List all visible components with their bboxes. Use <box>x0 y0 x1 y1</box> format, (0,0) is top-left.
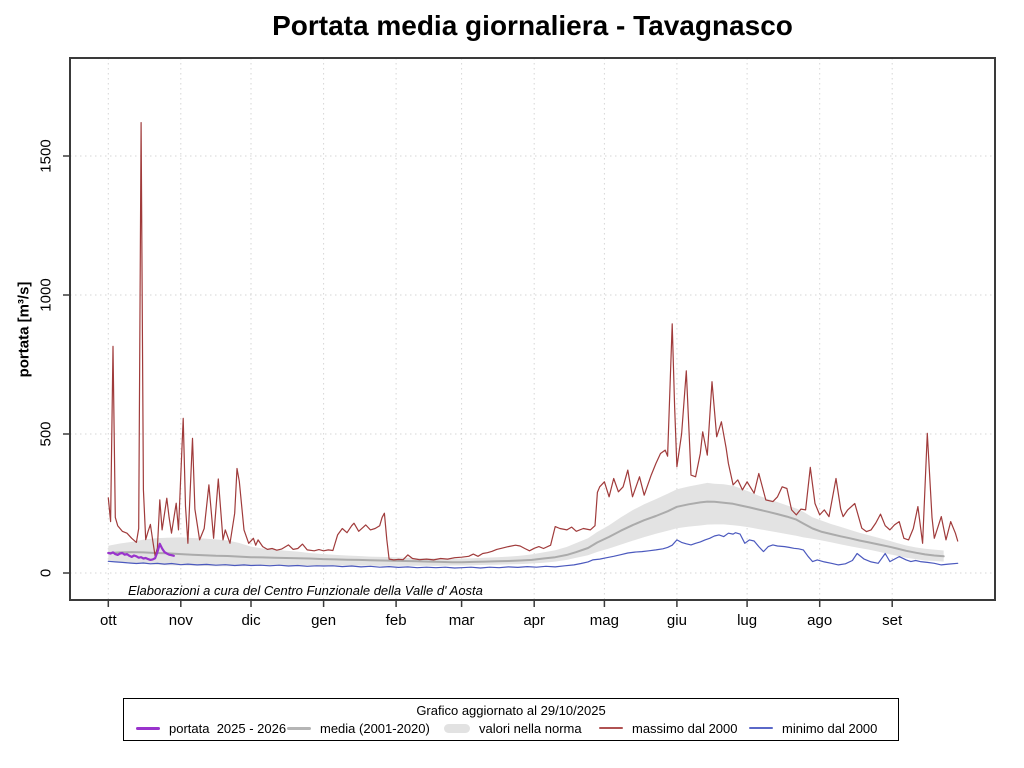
legend-label: valori nella norma <box>479 720 582 736</box>
legend-title: Grafico aggiornato al 29/10/2025 <box>416 703 606 718</box>
legend-swatch-line <box>749 727 773 729</box>
x-tick-label: giu <box>666 612 687 629</box>
legend-swatch-band <box>444 723 470 733</box>
legend-label: media (2001-2020) <box>320 720 430 736</box>
legend-entry: massimo dal 2000 <box>599 720 738 736</box>
legend-label: minimo dal 2000 <box>782 720 878 736</box>
legend-entry: minimo dal 2000 <box>749 720 877 736</box>
x-tick-label: set <box>882 612 903 629</box>
legend-label: massimo dal 2000 <box>632 720 738 736</box>
normal-range-band <box>108 482 944 567</box>
legend-swatch-line <box>287 726 311 730</box>
y-tick-label: 1500 <box>37 139 55 173</box>
current-year-line <box>107 542 175 561</box>
x-tick-label: feb <box>385 612 407 629</box>
legend-entry: valori nella norma <box>444 720 582 736</box>
chart-title: Portata media giornaliera - Tavagnasco <box>272 10 793 41</box>
x-tick-label: lug <box>737 612 758 629</box>
legend-swatch-line <box>599 727 623 729</box>
x-tick-label: nov <box>168 612 193 629</box>
mean-line <box>107 500 945 564</box>
legend-box: Grafico aggiornato al 29/10/2025 portata… <box>123 698 899 741</box>
x-tick-label: dic <box>241 612 261 629</box>
annotation-credit: Elaborazioni a cura del Centro Funzional… <box>128 583 483 598</box>
plot-frame <box>69 57 996 601</box>
legend-swatch-line <box>136 726 160 730</box>
legend-entry: portata 2025 - 2026 <box>136 720 286 736</box>
y-tick-label: 500 <box>37 421 55 447</box>
y-tick-label: 0 <box>37 568 55 578</box>
max-line <box>107 122 959 561</box>
x-tick-label: ott <box>99 612 117 629</box>
x-tick-label: mar <box>448 612 475 629</box>
x-tick-label: apr <box>523 612 546 629</box>
legend-label: portata 2025 - 2026 <box>169 720 287 736</box>
x-tick-label: ago <box>807 612 833 629</box>
x-tick-label: gen <box>311 612 337 629</box>
x-tick-label: mag <box>589 612 619 629</box>
y-tick-label: 1000 <box>37 278 55 312</box>
min-line <box>107 532 959 569</box>
legend-entry: media (2001-2020) <box>287 720 430 736</box>
